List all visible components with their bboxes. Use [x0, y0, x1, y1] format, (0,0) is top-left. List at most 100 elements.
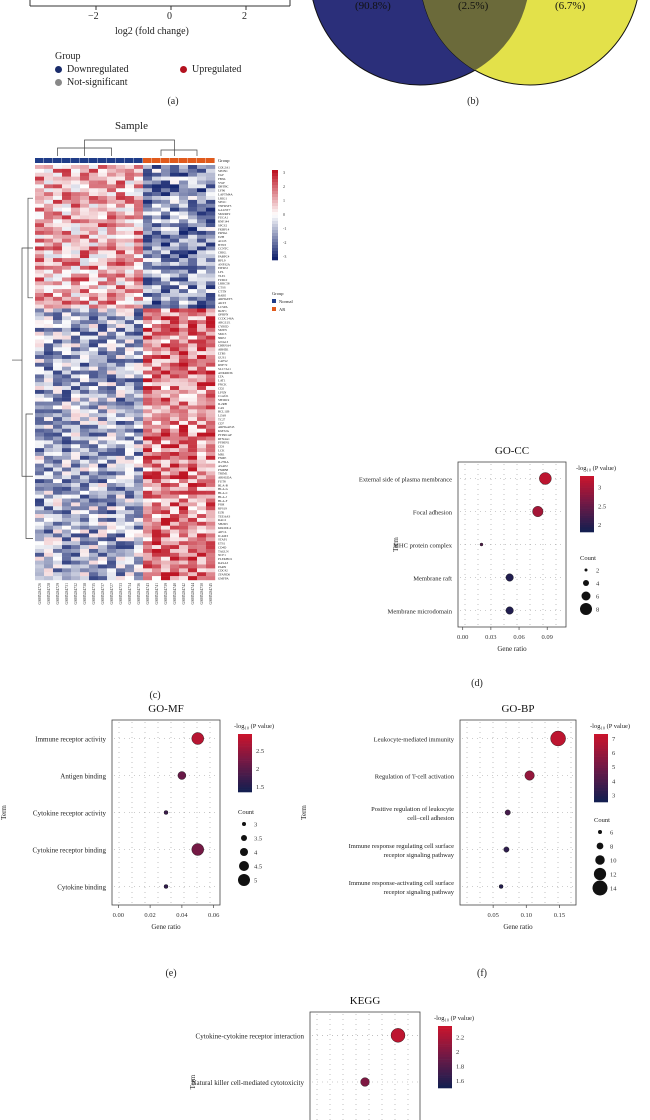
heatmap-cell	[206, 165, 216, 170]
heatmap-cell	[161, 498, 171, 503]
heatmap-cell	[134, 215, 144, 220]
heatmap-cell	[161, 230, 171, 236]
heatmap-cell	[125, 176, 135, 181]
heatmap-cell	[152, 479, 162, 484]
heatmap-cell	[98, 401, 108, 406]
heatmap-cell	[107, 378, 117, 383]
x-tick-label: 0.02	[144, 912, 155, 919]
gene-label: SH2D3	[218, 522, 228, 526]
heatmap-cell	[116, 246, 126, 251]
heatmap-cell	[107, 510, 117, 515]
heatmap-cell	[80, 335, 90, 340]
heatmap-cell	[125, 261, 135, 267]
heatmap-cell	[161, 420, 171, 426]
color-legend-tick: 2.5	[256, 748, 264, 755]
heatmap-cell	[80, 424, 90, 429]
heatmap-cell	[125, 168, 135, 173]
heatmap-cell	[161, 277, 171, 282]
gene-label: ARHGAP45	[218, 425, 235, 429]
heatmap-cell	[98, 556, 108, 561]
heatmap-cell	[206, 452, 216, 457]
heatmap-cell	[188, 351, 198, 356]
heatmap-cell	[80, 215, 90, 220]
heatmap-cell	[116, 292, 126, 298]
heatmap-cell	[80, 533, 90, 538]
heatmap-cell	[197, 339, 207, 344]
color-legend-swatch	[438, 1028, 452, 1032]
heatmap-cell	[35, 347, 45, 352]
heatmap-cell	[134, 378, 144, 383]
heatmap-cell	[143, 370, 153, 375]
heatmap-cell	[134, 409, 144, 414]
heatmap-cell	[206, 378, 216, 383]
heatmap-cell	[71, 541, 81, 546]
panel-label-b: (b)	[467, 96, 479, 107]
gene-label: SLC7A11	[218, 367, 231, 371]
group-bar-cell	[179, 158, 188, 163]
gene-label: MR1	[218, 452, 225, 456]
heatmap-cell	[80, 265, 90, 270]
heatmap-cell	[125, 304, 135, 309]
heatmap-cell	[116, 370, 126, 375]
heatmap-cell	[125, 560, 135, 565]
heatmap-cell	[35, 246, 45, 251]
heatmap-cell	[197, 463, 207, 468]
heatmap-cell	[170, 285, 180, 290]
heatmap-cell	[125, 355, 135, 360]
heatmap-cell	[89, 533, 99, 538]
heatmap-cell	[35, 378, 45, 383]
size-legend-label: 4.5	[254, 864, 262, 871]
color-legend-swatch	[594, 742, 608, 746]
heatmap-cell	[107, 285, 117, 290]
heatmap-cell	[89, 378, 99, 383]
heatmap-cell	[98, 351, 108, 356]
heatmap-cell	[125, 386, 135, 391]
heatmap-cell	[125, 517, 135, 523]
heatmap-cell	[179, 370, 189, 375]
heatmap-cell	[197, 292, 207, 298]
heatmap-cell	[80, 316, 90, 321]
gene-label: HLA-J	[218, 495, 228, 499]
color-legend-tick: 2.5	[598, 503, 606, 510]
heatmap-cell	[170, 176, 180, 181]
heatmap-cell	[71, 529, 81, 534]
heatmap-cell	[116, 316, 126, 321]
heatmap-cell	[206, 545, 216, 550]
heatmap-cell	[152, 196, 162, 201]
gene-label: FBXL	[218, 177, 226, 181]
heatmap-cell	[98, 568, 108, 573]
heatmap-cell	[53, 409, 63, 414]
heatmap-cell	[107, 452, 117, 457]
heatmap-cell	[197, 351, 207, 356]
heatmap-cell	[170, 529, 180, 534]
heatmap-cell	[134, 455, 144, 460]
color-legend-tick: 1.8	[456, 1064, 464, 1071]
heatmap-cell	[143, 382, 153, 387]
heatmap-cell	[152, 203, 162, 208]
heatmap-cell	[107, 358, 117, 364]
sample-label: GSM5284732	[74, 583, 78, 605]
heatmap-cell	[188, 448, 198, 453]
heatmap-cell	[206, 265, 216, 270]
heatmap-cell	[197, 277, 207, 282]
color-legend-swatch	[580, 520, 594, 523]
color-legend-tick: 3	[612, 792, 615, 799]
heatmap-cell	[53, 250, 63, 255]
heatmap-cell	[125, 265, 135, 270]
heatmap-cell	[161, 374, 171, 379]
heatmap-cell	[170, 304, 180, 309]
heatmap-cell	[62, 370, 72, 375]
heatmap-cell	[71, 397, 81, 402]
heatmap-cell	[179, 440, 189, 445]
heatmap-cell	[161, 362, 171, 367]
heatmap-cell	[206, 242, 216, 247]
heatmap-cell	[206, 215, 216, 220]
heatmap-cell	[161, 285, 171, 290]
heatmap-cell	[188, 180, 198, 185]
heatmap-cell	[53, 560, 63, 565]
heatmap-cell	[107, 401, 117, 406]
heatmap-cell	[206, 176, 216, 181]
heatmap-cell	[35, 300, 45, 305]
heatmap-cell	[35, 196, 45, 201]
heatmap-cell	[71, 525, 81, 530]
